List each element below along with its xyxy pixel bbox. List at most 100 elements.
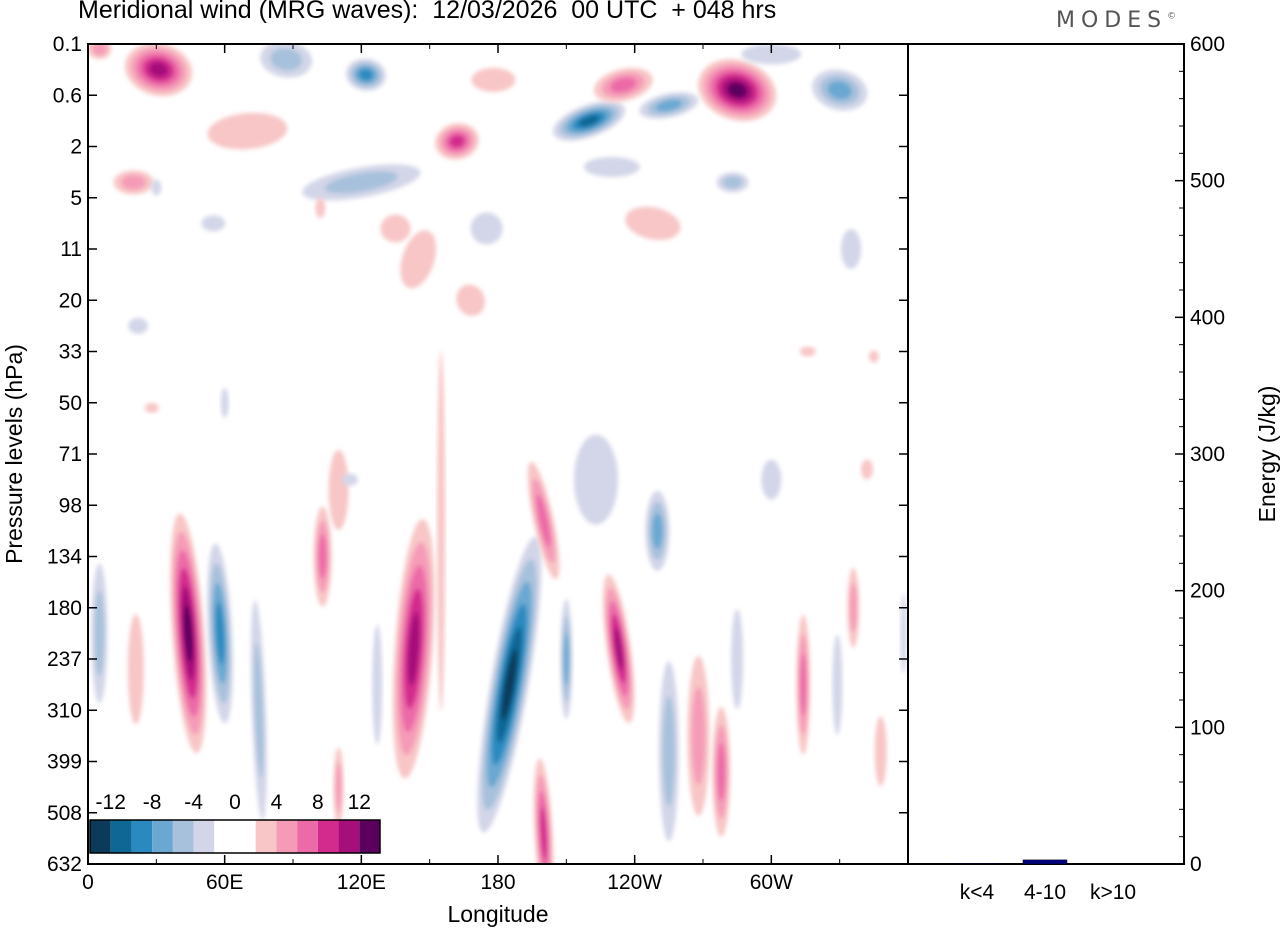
contour-blob bbox=[796, 614, 811, 755]
energy-axis-title: Energy (J/kg) bbox=[1254, 386, 1280, 523]
contour-blob bbox=[144, 402, 159, 413]
contour-band bbox=[841, 229, 862, 269]
contour-band bbox=[151, 179, 162, 196]
contour-band bbox=[832, 634, 843, 735]
contour-band bbox=[128, 317, 149, 334]
y-tick-label: 237 bbox=[47, 648, 82, 671]
colorbar-label: 12 bbox=[348, 791, 371, 814]
contour-band bbox=[335, 762, 342, 812]
contour-band bbox=[270, 48, 303, 71]
contour-band bbox=[741, 44, 802, 65]
brand-mark: © bbox=[1167, 11, 1177, 22]
contour-blob bbox=[687, 655, 710, 816]
contour-band bbox=[201, 215, 226, 232]
contour-blob bbox=[841, 229, 862, 269]
contour-band bbox=[540, 807, 547, 860]
contour-blob bbox=[113, 170, 154, 195]
y-tick-label: 134 bbox=[47, 546, 82, 569]
contour-blob bbox=[698, 59, 777, 122]
contour-blob bbox=[220, 387, 229, 418]
colorbar-swatch bbox=[317, 820, 339, 853]
contour-blob bbox=[392, 519, 435, 779]
contour-blob bbox=[328, 449, 349, 530]
y-axis-title: Pressure levels (hPa) bbox=[1, 344, 27, 564]
contour-blob bbox=[900, 593, 907, 674]
contour-blob bbox=[470, 212, 503, 245]
contour-blob bbox=[201, 215, 226, 232]
contour-band bbox=[610, 77, 637, 93]
colorbar-swatch bbox=[359, 820, 380, 853]
colorbar-frame bbox=[89, 819, 381, 854]
x-tick-label: 120E bbox=[337, 871, 386, 894]
energy-tick-label: 600 bbox=[1190, 33, 1225, 56]
energy-tick-label: 100 bbox=[1190, 716, 1225, 739]
energy-bar bbox=[954, 863, 1000, 865]
contour-band bbox=[471, 67, 516, 92]
contour-band bbox=[662, 695, 676, 807]
colorbar-swatch bbox=[193, 820, 215, 853]
colorbar-label: -8 bbox=[143, 791, 162, 814]
colorbar-swatch bbox=[131, 820, 153, 853]
contour-blob bbox=[552, 101, 626, 141]
contour-band bbox=[358, 69, 373, 81]
contour-blob bbox=[716, 172, 749, 193]
contour-blob bbox=[812, 69, 868, 111]
contour-blob bbox=[302, 164, 421, 201]
contour-blob bbox=[639, 92, 699, 119]
colorbar-swatch bbox=[172, 820, 194, 853]
contour-band bbox=[727, 82, 747, 98]
contour-band bbox=[91, 44, 107, 56]
y-tick-label: 2 bbox=[70, 136, 82, 159]
y-tick-label: 0.6 bbox=[53, 84, 82, 107]
contour-band bbox=[625, 206, 681, 241]
contour-band bbox=[868, 350, 879, 363]
colorbar-swatch bbox=[110, 820, 132, 853]
energy-tick-label: 200 bbox=[1190, 580, 1225, 603]
contour-band bbox=[315, 198, 326, 218]
contour-blob bbox=[602, 574, 635, 724]
contour-band bbox=[849, 583, 858, 633]
x-tick-label: 0 bbox=[82, 871, 94, 894]
colorbar-swatch bbox=[214, 820, 235, 853]
colorbar-label: -12 bbox=[96, 791, 126, 814]
contour-blob bbox=[437, 350, 446, 711]
contour-blob bbox=[250, 600, 267, 821]
contour-band bbox=[563, 632, 570, 686]
energy-category-label: 4-10 bbox=[1024, 881, 1066, 904]
contour-band bbox=[691, 686, 706, 786]
colorbar-label: -4 bbox=[184, 791, 203, 814]
x-axis: 0 60E 120E 180 120W 60W bbox=[82, 44, 909, 894]
contour-blob bbox=[533, 758, 554, 864]
y-axis: 0.1 0.6 2 5 11 20 33 50 71 98 134 180 237 310 399 508 63… bbox=[47, 33, 908, 876]
contour-band bbox=[144, 402, 159, 413]
colorbar-label: 4 bbox=[271, 791, 283, 814]
contour-band bbox=[207, 112, 288, 150]
contour-plot-area bbox=[88, 44, 907, 864]
contour-blob bbox=[471, 67, 516, 92]
y-tick-label: 508 bbox=[47, 802, 82, 825]
energy-axis: 0 100 200 300 400 500 600 bbox=[1175, 33, 1225, 876]
contour-band bbox=[328, 449, 349, 530]
contour-blob bbox=[400, 230, 437, 289]
contour-band bbox=[536, 494, 551, 547]
contour-band bbox=[799, 346, 816, 357]
contour-band bbox=[470, 212, 503, 245]
contour-band bbox=[652, 513, 663, 549]
contour-blob bbox=[847, 567, 860, 648]
contour-band bbox=[215, 602, 225, 665]
brand-logo: MODES© bbox=[1056, 8, 1176, 33]
contour-band bbox=[407, 611, 420, 686]
contour-band bbox=[655, 99, 682, 112]
contour-band bbox=[900, 593, 907, 674]
contour-blob bbox=[88, 44, 112, 60]
contour-band bbox=[722, 176, 743, 189]
contour-blob bbox=[712, 706, 731, 837]
contour-band bbox=[149, 62, 169, 78]
colorbar-swatch bbox=[297, 820, 318, 853]
contour-band bbox=[573, 434, 618, 525]
contour-band bbox=[220, 387, 229, 418]
contour-blob bbox=[741, 44, 802, 65]
contour-blob bbox=[658, 661, 679, 842]
contour-blob bbox=[861, 459, 873, 480]
contour-band bbox=[127, 614, 144, 725]
